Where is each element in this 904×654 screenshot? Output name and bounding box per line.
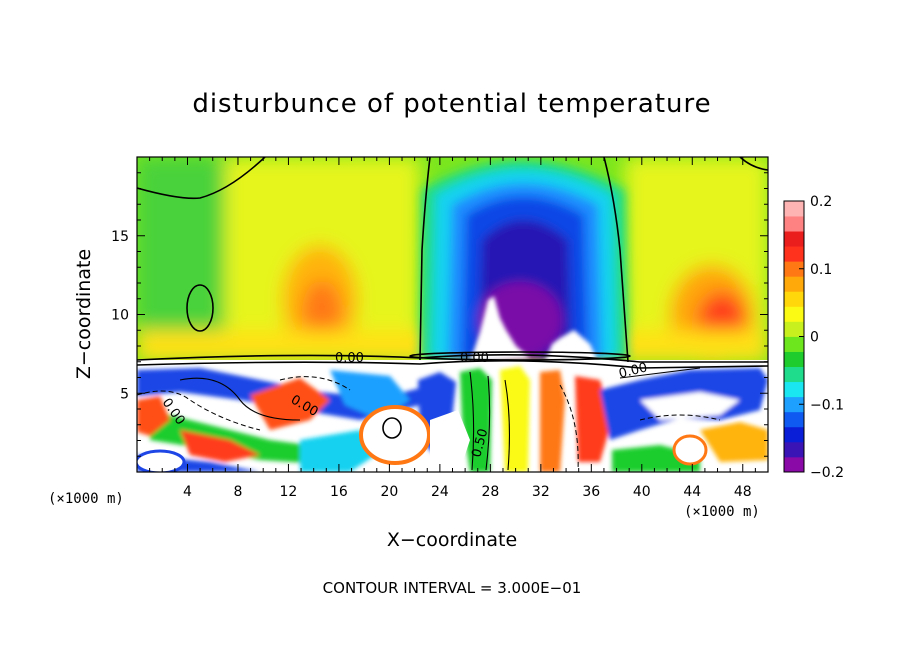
colorbar-swatch — [784, 276, 804, 292]
colorbar-swatch — [784, 366, 804, 383]
colorbar: 0.2 0.1 0 −0.1 −0.2 — [783, 194, 844, 481]
contour-lower-5 — [619, 367, 701, 379]
contour-lower-1 — [179, 377, 301, 421]
colorbar-swatch — [784, 396, 804, 413]
contour-dashed — [137, 376, 721, 471]
colorbar-swatch — [784, 441, 804, 458]
contour-dome-left — [419, 157, 431, 361]
colorbar-swatch — [784, 306, 804, 322]
colorbar-tick-label: 0 — [810, 330, 819, 346]
contour-label: 0.00 — [460, 351, 489, 366]
colorbar-swatch — [784, 336, 804, 352]
colorbar-tick-label: 0.1 — [810, 262, 832, 278]
colorbar-swatch — [784, 216, 804, 232]
x-tick-label: 28 — [481, 484, 499, 500]
colorbar-swatch — [784, 201, 804, 217]
cold-dome — [420, 160, 628, 360]
x-tick-label: 36 — [582, 484, 600, 500]
contour-closed-loop — [186, 284, 214, 332]
colorbar-swatch — [784, 246, 804, 262]
y-unit-label: (×1000 m) — [48, 491, 124, 507]
colorbar-tick-label: 0.2 — [810, 194, 832, 210]
contour-interval-note: CONTOUR INTERVAL = 3.000E−01 — [323, 579, 582, 597]
contour-label: 0.00 — [335, 351, 364, 366]
colorbar-swatch — [784, 351, 804, 368]
contour-tropopause-2 — [137, 360, 768, 369]
contour-lower-2 — [469, 371, 475, 471]
x-tick-label: 44 — [683, 484, 701, 500]
contour-dome-top-right — [739, 157, 768, 171]
contour-cap — [409, 351, 631, 361]
white-spike-center — [470, 296, 530, 362]
y-axis-label: Z−coordinate — [73, 249, 95, 379]
colorbar-swatch — [784, 426, 804, 443]
contour-lower-4 — [504, 379, 510, 471]
x-tick-label: 24 — [431, 484, 449, 500]
x-axis: 4 8 12 16 20 24 28 32 36 40 44 48 — [136, 157, 769, 500]
colorbar-swatch — [784, 456, 804, 473]
contour-label: 0.00 — [617, 360, 649, 382]
contour-lower-loop — [382, 417, 402, 439]
y-tick-label: 5 — [120, 386, 129, 402]
contour-top-left — [137, 157, 266, 200]
colorbar-swatch — [784, 321, 804, 337]
x-tick-label: 4 — [183, 484, 192, 500]
red-blob-left — [302, 280, 342, 344]
y-tick-label: 15 — [111, 229, 129, 245]
y-tick-label: 10 — [111, 308, 129, 324]
lower-field — [137, 360, 768, 472]
white-spike-right — [545, 330, 598, 362]
colorbar-swatch — [784, 261, 804, 277]
x-tick-label: 20 — [380, 484, 398, 500]
colorbar-swatch — [784, 411, 804, 428]
x-unit-label: (×1000 m) — [684, 504, 760, 520]
colorbar-swatch — [784, 381, 804, 398]
upper-field — [137, 157, 768, 365]
x-tick-label: 16 — [330, 484, 348, 500]
x-axis-label: X−coordinate — [387, 529, 517, 551]
colorbar-swatch — [784, 291, 804, 307]
x-tick-label: 12 — [280, 484, 298, 500]
contour-label: 0.50 — [469, 427, 491, 459]
x-tick-label: 32 — [532, 484, 550, 500]
chart-title: disturbunce of potential temperature — [192, 89, 711, 119]
contour-lower-3 — [485, 375, 491, 471]
x-tick-label: 48 — [734, 484, 752, 500]
y-axis: 5 10 15 — [111, 156, 768, 473]
x-tick-label: 40 — [633, 484, 651, 500]
colorbar-tick-label: −0.2 — [810, 465, 844, 481]
colorbar-tick-label: −0.1 — [810, 397, 844, 413]
contour-dome-right — [603, 157, 629, 363]
heatmap-field — [137, 157, 768, 472]
colorbar-swatch — [784, 231, 804, 247]
contour-lines — [137, 157, 768, 471]
x-tick-label: 8 — [233, 484, 242, 500]
